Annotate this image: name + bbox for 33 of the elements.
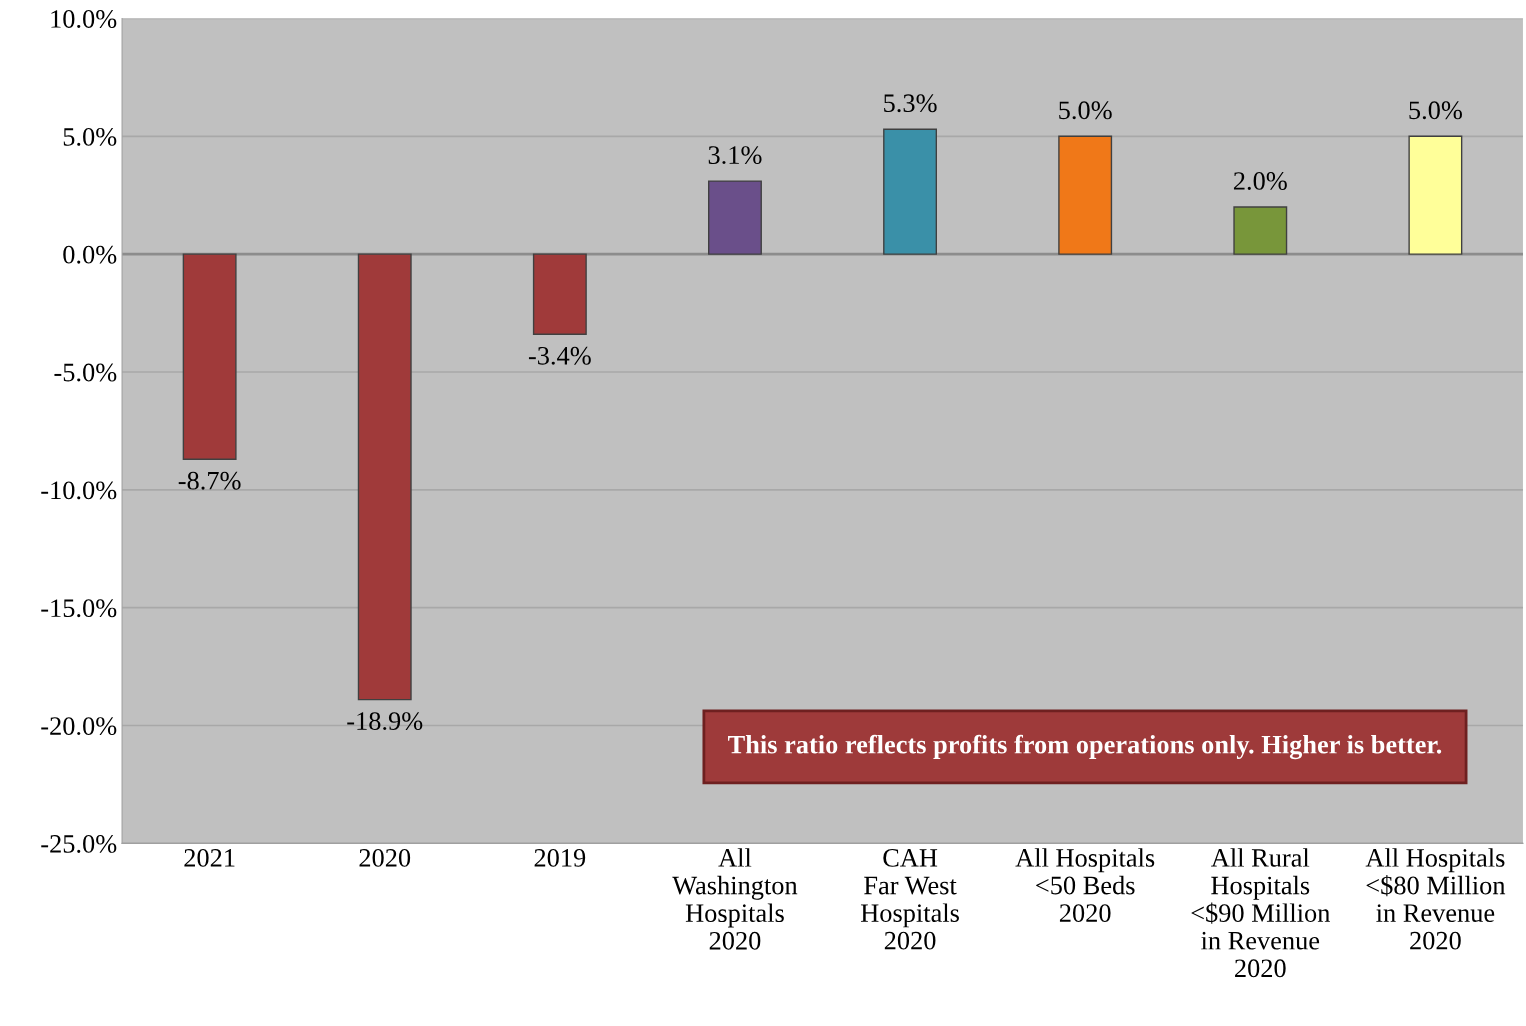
bar <box>1408 135 1463 255</box>
y-tick-label: -20.0% <box>41 717 117 736</box>
x-tick-label: 2019 <box>534 849 586 867</box>
bar <box>883 128 938 255</box>
x-tick-label: 2020 <box>359 849 411 867</box>
bar <box>1058 135 1113 255</box>
x-tick-label: CAH Far West Hospitals 2020 <box>860 849 959 950</box>
y-tick-label: 10.0% <box>51 10 117 28</box>
bar <box>532 253 587 335</box>
y-tick-label: 5.0% <box>63 127 117 146</box>
data-label: 5.0% <box>1059 101 1112 120</box>
y-tick-label: -10.0% <box>41 481 117 500</box>
bar <box>357 253 412 701</box>
bar <box>707 180 762 255</box>
y-tick-label: -15.0% <box>41 599 117 618</box>
bar <box>182 253 237 460</box>
x-tick-label: All Hospitals <$80 Million in Revenue 2020 <box>1365 848 1506 950</box>
data-label: 2.0% <box>1233 172 1287 190</box>
x-tick-label: All Rural Hospitals <$90 Million in Revenue 2020 <box>1191 848 1331 978</box>
y-tick-label: 0.0% <box>63 245 117 264</box>
y-tick-label: -25.0% <box>41 834 117 853</box>
x-tick-label: All Washington Hospitals 2020 <box>672 848 798 950</box>
y-tick-label: -5.0% <box>54 363 117 382</box>
data-label: -3.4% <box>528 346 591 365</box>
data-label: 5.3% <box>884 94 937 113</box>
x-tick-label: All Hospitals <50 Beds 2020 <box>1015 848 1155 922</box>
annotation: This ratio reflects profits from operations only. Higher is better. <box>728 734 1442 760</box>
data-label: -8.7% <box>178 471 241 490</box>
data-label: 3.1% <box>708 146 762 165</box>
x-tick-label: 2021 <box>184 849 235 867</box>
data-label: -18.9% <box>347 712 423 731</box>
data-label: 5.0% <box>1409 101 1462 120</box>
bar <box>1233 206 1288 255</box>
